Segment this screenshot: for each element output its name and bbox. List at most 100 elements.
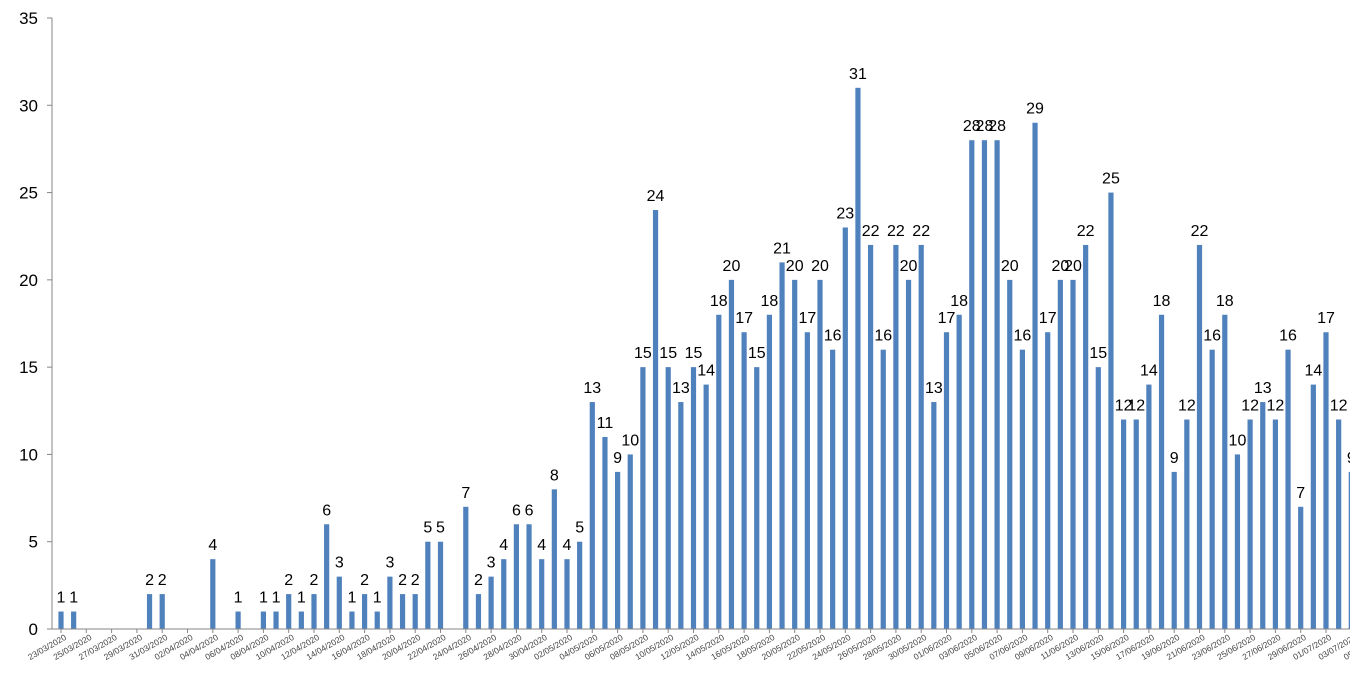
bar bbox=[615, 471, 621, 629]
bar bbox=[931, 402, 937, 629]
data-label: 11 bbox=[597, 415, 614, 432]
data-label: 15 bbox=[685, 345, 703, 362]
data-label: 12 bbox=[1127, 398, 1145, 415]
bar bbox=[1222, 314, 1228, 629]
bar bbox=[627, 454, 633, 629]
data-label: 16 bbox=[1014, 328, 1032, 345]
bar bbox=[602, 436, 608, 629]
bar bbox=[1336, 419, 1342, 629]
bar bbox=[513, 524, 519, 629]
bar bbox=[665, 367, 671, 629]
bar bbox=[286, 594, 292, 629]
bar bbox=[463, 506, 469, 629]
data-label: 13 bbox=[583, 380, 601, 397]
data-label: 17 bbox=[1317, 310, 1335, 327]
bar bbox=[855, 87, 861, 630]
data-label: 4 bbox=[499, 537, 508, 554]
data-label: 4 bbox=[537, 537, 546, 554]
y-tick-label: 30 bbox=[19, 96, 38, 115]
data-label: 14 bbox=[697, 363, 715, 380]
y-tick-label: 15 bbox=[19, 358, 38, 377]
bar bbox=[652, 210, 659, 629]
bar bbox=[1298, 506, 1304, 629]
data-label: 12 bbox=[1241, 398, 1259, 415]
bar bbox=[640, 367, 646, 629]
bar bbox=[1171, 471, 1177, 629]
data-label: 12 bbox=[1178, 398, 1196, 415]
bar bbox=[1007, 279, 1013, 629]
data-label: 13 bbox=[672, 380, 690, 397]
data-label: 22 bbox=[1191, 223, 1209, 240]
bar bbox=[943, 332, 950, 629]
bar bbox=[969, 140, 975, 629]
data-label: 13 bbox=[925, 380, 943, 397]
data-label: 9 bbox=[613, 450, 622, 467]
bar bbox=[918, 244, 924, 629]
data-label: 24 bbox=[647, 188, 665, 205]
bar bbox=[387, 576, 393, 629]
bar bbox=[564, 559, 570, 629]
data-label: 20 bbox=[811, 258, 829, 275]
data-label: 4 bbox=[563, 537, 572, 554]
data-label: 3 bbox=[487, 555, 496, 572]
y-tick-label: 5 bbox=[29, 533, 38, 552]
bar bbox=[551, 489, 557, 629]
bar bbox=[362, 594, 368, 629]
bar bbox=[1209, 349, 1215, 629]
data-label: 16 bbox=[1203, 328, 1221, 345]
bar bbox=[526, 524, 532, 629]
data-label: 15 bbox=[748, 345, 766, 362]
data-label: 20 bbox=[723, 258, 741, 275]
data-label: 2 bbox=[360, 572, 369, 589]
data-label: 16 bbox=[824, 328, 842, 345]
bar bbox=[1247, 419, 1253, 629]
data-label: 22 bbox=[862, 223, 880, 240]
bar bbox=[1158, 314, 1165, 629]
bar bbox=[1234, 454, 1241, 629]
data-label: 5 bbox=[575, 520, 584, 537]
data-label: 16 bbox=[1279, 328, 1297, 345]
data-label: 25 bbox=[1102, 171, 1120, 188]
data-label: 28 bbox=[976, 118, 994, 135]
bar bbox=[589, 402, 595, 629]
bar bbox=[868, 244, 874, 629]
bar bbox=[260, 611, 266, 629]
bar bbox=[792, 279, 798, 629]
data-label: 2 bbox=[411, 572, 420, 589]
bar bbox=[501, 559, 507, 629]
bar bbox=[1196, 244, 1203, 629]
data-label: 28 bbox=[963, 118, 981, 135]
bar bbox=[1045, 332, 1051, 629]
data-label: 10 bbox=[621, 432, 639, 449]
data-label: 2 bbox=[284, 572, 293, 589]
data-label: 18 bbox=[710, 293, 728, 310]
bar bbox=[349, 611, 355, 629]
bar bbox=[830, 349, 836, 629]
data-label: 14 bbox=[1140, 363, 1158, 380]
data-label: 14 bbox=[1304, 363, 1322, 380]
bar bbox=[766, 314, 772, 629]
bar bbox=[905, 279, 912, 629]
data-label: 29 bbox=[1026, 101, 1044, 118]
data-label: 2 bbox=[158, 572, 167, 589]
data-label: 6 bbox=[525, 502, 534, 519]
data-label: 3 bbox=[385, 555, 394, 572]
bar bbox=[1323, 332, 1329, 629]
data-label: 23 bbox=[836, 205, 854, 222]
bar bbox=[1285, 349, 1291, 629]
bar bbox=[399, 594, 406, 629]
bar bbox=[842, 227, 848, 629]
data-label: 20 bbox=[786, 258, 804, 275]
data-label: 28 bbox=[988, 118, 1006, 135]
bar bbox=[159, 594, 165, 629]
data-label: 8 bbox=[550, 467, 559, 484]
y-axis: 0 5 10 15 20 25 30 35 bbox=[19, 9, 52, 639]
data-label: 1 bbox=[57, 590, 66, 607]
bar bbox=[412, 594, 418, 629]
data-label: 15 bbox=[1089, 345, 1107, 362]
data-label: 1 bbox=[373, 590, 382, 607]
data-label: 20 bbox=[1051, 258, 1069, 275]
y-tick-label: 0 bbox=[29, 620, 38, 639]
bar bbox=[690, 367, 697, 629]
